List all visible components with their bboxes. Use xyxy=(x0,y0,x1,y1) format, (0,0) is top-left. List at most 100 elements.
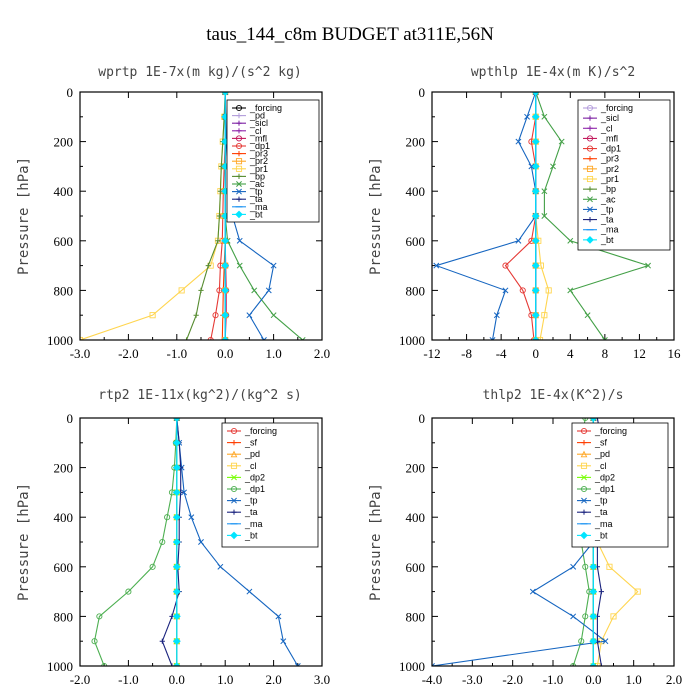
legend: _forcing_sicl_cl_mfl_dp1_pr3_pr2_pr1_bp_… xyxy=(577,99,671,251)
legend-marker xyxy=(231,497,237,504)
data-point-bt xyxy=(531,261,540,270)
x-tick-label: -1.0 xyxy=(543,672,564,687)
y-tick-label: 800 xyxy=(406,609,426,624)
data-point-ac xyxy=(236,262,243,269)
data-point-bt xyxy=(589,662,598,666)
data-point-bt xyxy=(172,562,181,571)
y-tick-label: 1000 xyxy=(399,659,425,674)
legend-marker xyxy=(236,151,242,157)
y-tick-label: 0 xyxy=(419,85,426,100)
y-axis-label: Pressure [hPa] xyxy=(16,483,32,601)
legend-entry: _sicl xyxy=(600,113,619,123)
data-point-ta xyxy=(598,589,604,595)
legend-entry: _forcing xyxy=(600,103,633,113)
legend-entry: _pr3 xyxy=(600,154,619,164)
data-point-dp1 xyxy=(582,563,589,570)
legend-marker xyxy=(236,173,242,179)
legend-entry: _ta xyxy=(244,507,258,517)
data-point-bt xyxy=(221,311,230,320)
data-point-tp xyxy=(270,262,277,269)
x-tick-label: -2.0 xyxy=(118,346,139,361)
data-point-dp1 xyxy=(164,514,171,521)
legend-entry: _ma xyxy=(594,519,613,529)
data-point-bt xyxy=(172,513,181,522)
data-point-tp xyxy=(217,563,224,570)
legend-marker xyxy=(235,158,243,165)
x-tick-label: 12 xyxy=(633,346,646,361)
data-point-bp xyxy=(205,263,211,269)
data-point-bt xyxy=(172,488,181,497)
legend-entry: _dp1 xyxy=(600,144,621,154)
legend-marker xyxy=(236,120,242,126)
legend-marker xyxy=(581,474,587,481)
data-point-tp xyxy=(528,163,535,170)
data-point-bp xyxy=(215,238,221,244)
legend-marker xyxy=(580,450,588,458)
x-tick-label: 1.0 xyxy=(265,346,281,361)
legend-entry: _forcing xyxy=(249,103,282,113)
legend-marker xyxy=(587,206,593,213)
data-point-ac xyxy=(541,113,548,120)
data-point-bt xyxy=(531,187,540,196)
x-tick-label: -1.0 xyxy=(118,672,139,687)
data-point-dp1 xyxy=(101,662,108,666)
legend-entry: _ta xyxy=(249,194,263,204)
data-point-dp1 xyxy=(582,418,589,422)
data-point-tp xyxy=(524,113,531,120)
y-tick-label: 1000 xyxy=(47,659,73,674)
data-point-ac xyxy=(567,237,574,244)
data-point-bp xyxy=(198,287,204,293)
x-tick-label: -12 xyxy=(423,346,440,361)
legend-entry: _pd xyxy=(594,449,610,459)
data-point-ac xyxy=(299,337,306,340)
legend-entry: _ta xyxy=(600,215,614,225)
legend-entry: _ac xyxy=(249,179,265,189)
data-point-ac xyxy=(270,312,277,319)
data-point-dp1 xyxy=(159,538,166,546)
data-point-dp1 xyxy=(96,613,103,620)
x-tick-label: -3.0 xyxy=(462,672,483,687)
data-point-dp1 xyxy=(502,262,509,269)
y-tick-label: 400 xyxy=(406,184,426,199)
series-line-dp1 xyxy=(504,92,537,340)
x-tick-label: -2.0 xyxy=(70,672,91,687)
data-point-dp1 xyxy=(570,662,577,666)
x-tick-label: 3.0 xyxy=(314,672,330,687)
y-tick-label: 200 xyxy=(54,461,74,476)
data-point-tp xyxy=(246,312,253,319)
x-tick-label: -3.0 xyxy=(70,346,91,361)
legend-entry: _sf xyxy=(244,438,258,448)
data-point-ta xyxy=(159,638,165,644)
legend-marker xyxy=(587,115,593,121)
x-tick-label: -1.0 xyxy=(167,346,188,361)
data-point-dp1 xyxy=(582,613,589,620)
legend-marker xyxy=(236,181,242,187)
x-tick-label: 2.0 xyxy=(314,346,330,361)
y-tick-label: 800 xyxy=(406,283,426,298)
legend-marker xyxy=(587,196,593,203)
legend-marker xyxy=(587,216,593,223)
data-point-bp xyxy=(193,312,199,318)
panel-1: wprtp 1E-7x(m kg)/(s^2 kg) Pressure [hPa]… xyxy=(16,65,330,361)
y-tick-label: 600 xyxy=(406,560,426,575)
data-point-tp xyxy=(432,663,435,666)
plot-frame xyxy=(79,417,323,667)
x-tick-label: -4.0 xyxy=(422,672,443,687)
legend-marker xyxy=(586,175,594,183)
y-tick-label: 200 xyxy=(406,461,426,476)
legend-entry: _forcing xyxy=(594,426,627,436)
legend-marker xyxy=(580,427,588,435)
y-tick-label: 600 xyxy=(54,560,74,575)
data-point-bt xyxy=(589,637,598,646)
data-point-bt xyxy=(172,418,181,422)
data-point-cl xyxy=(610,613,617,620)
data-point-tp xyxy=(489,337,496,340)
legend: _forcing _sf_pd _cl_dp2 _dp1 _tp_ta _ma_bt xyxy=(221,422,319,548)
data-point-pr1 xyxy=(178,287,185,294)
y-tick-label: 0 xyxy=(67,85,74,100)
legend-entry: _ma xyxy=(249,202,268,212)
data-point-pr1 xyxy=(149,312,156,319)
legend-entry: _dp2 xyxy=(594,472,615,482)
legend-entry: _tp xyxy=(249,187,263,197)
